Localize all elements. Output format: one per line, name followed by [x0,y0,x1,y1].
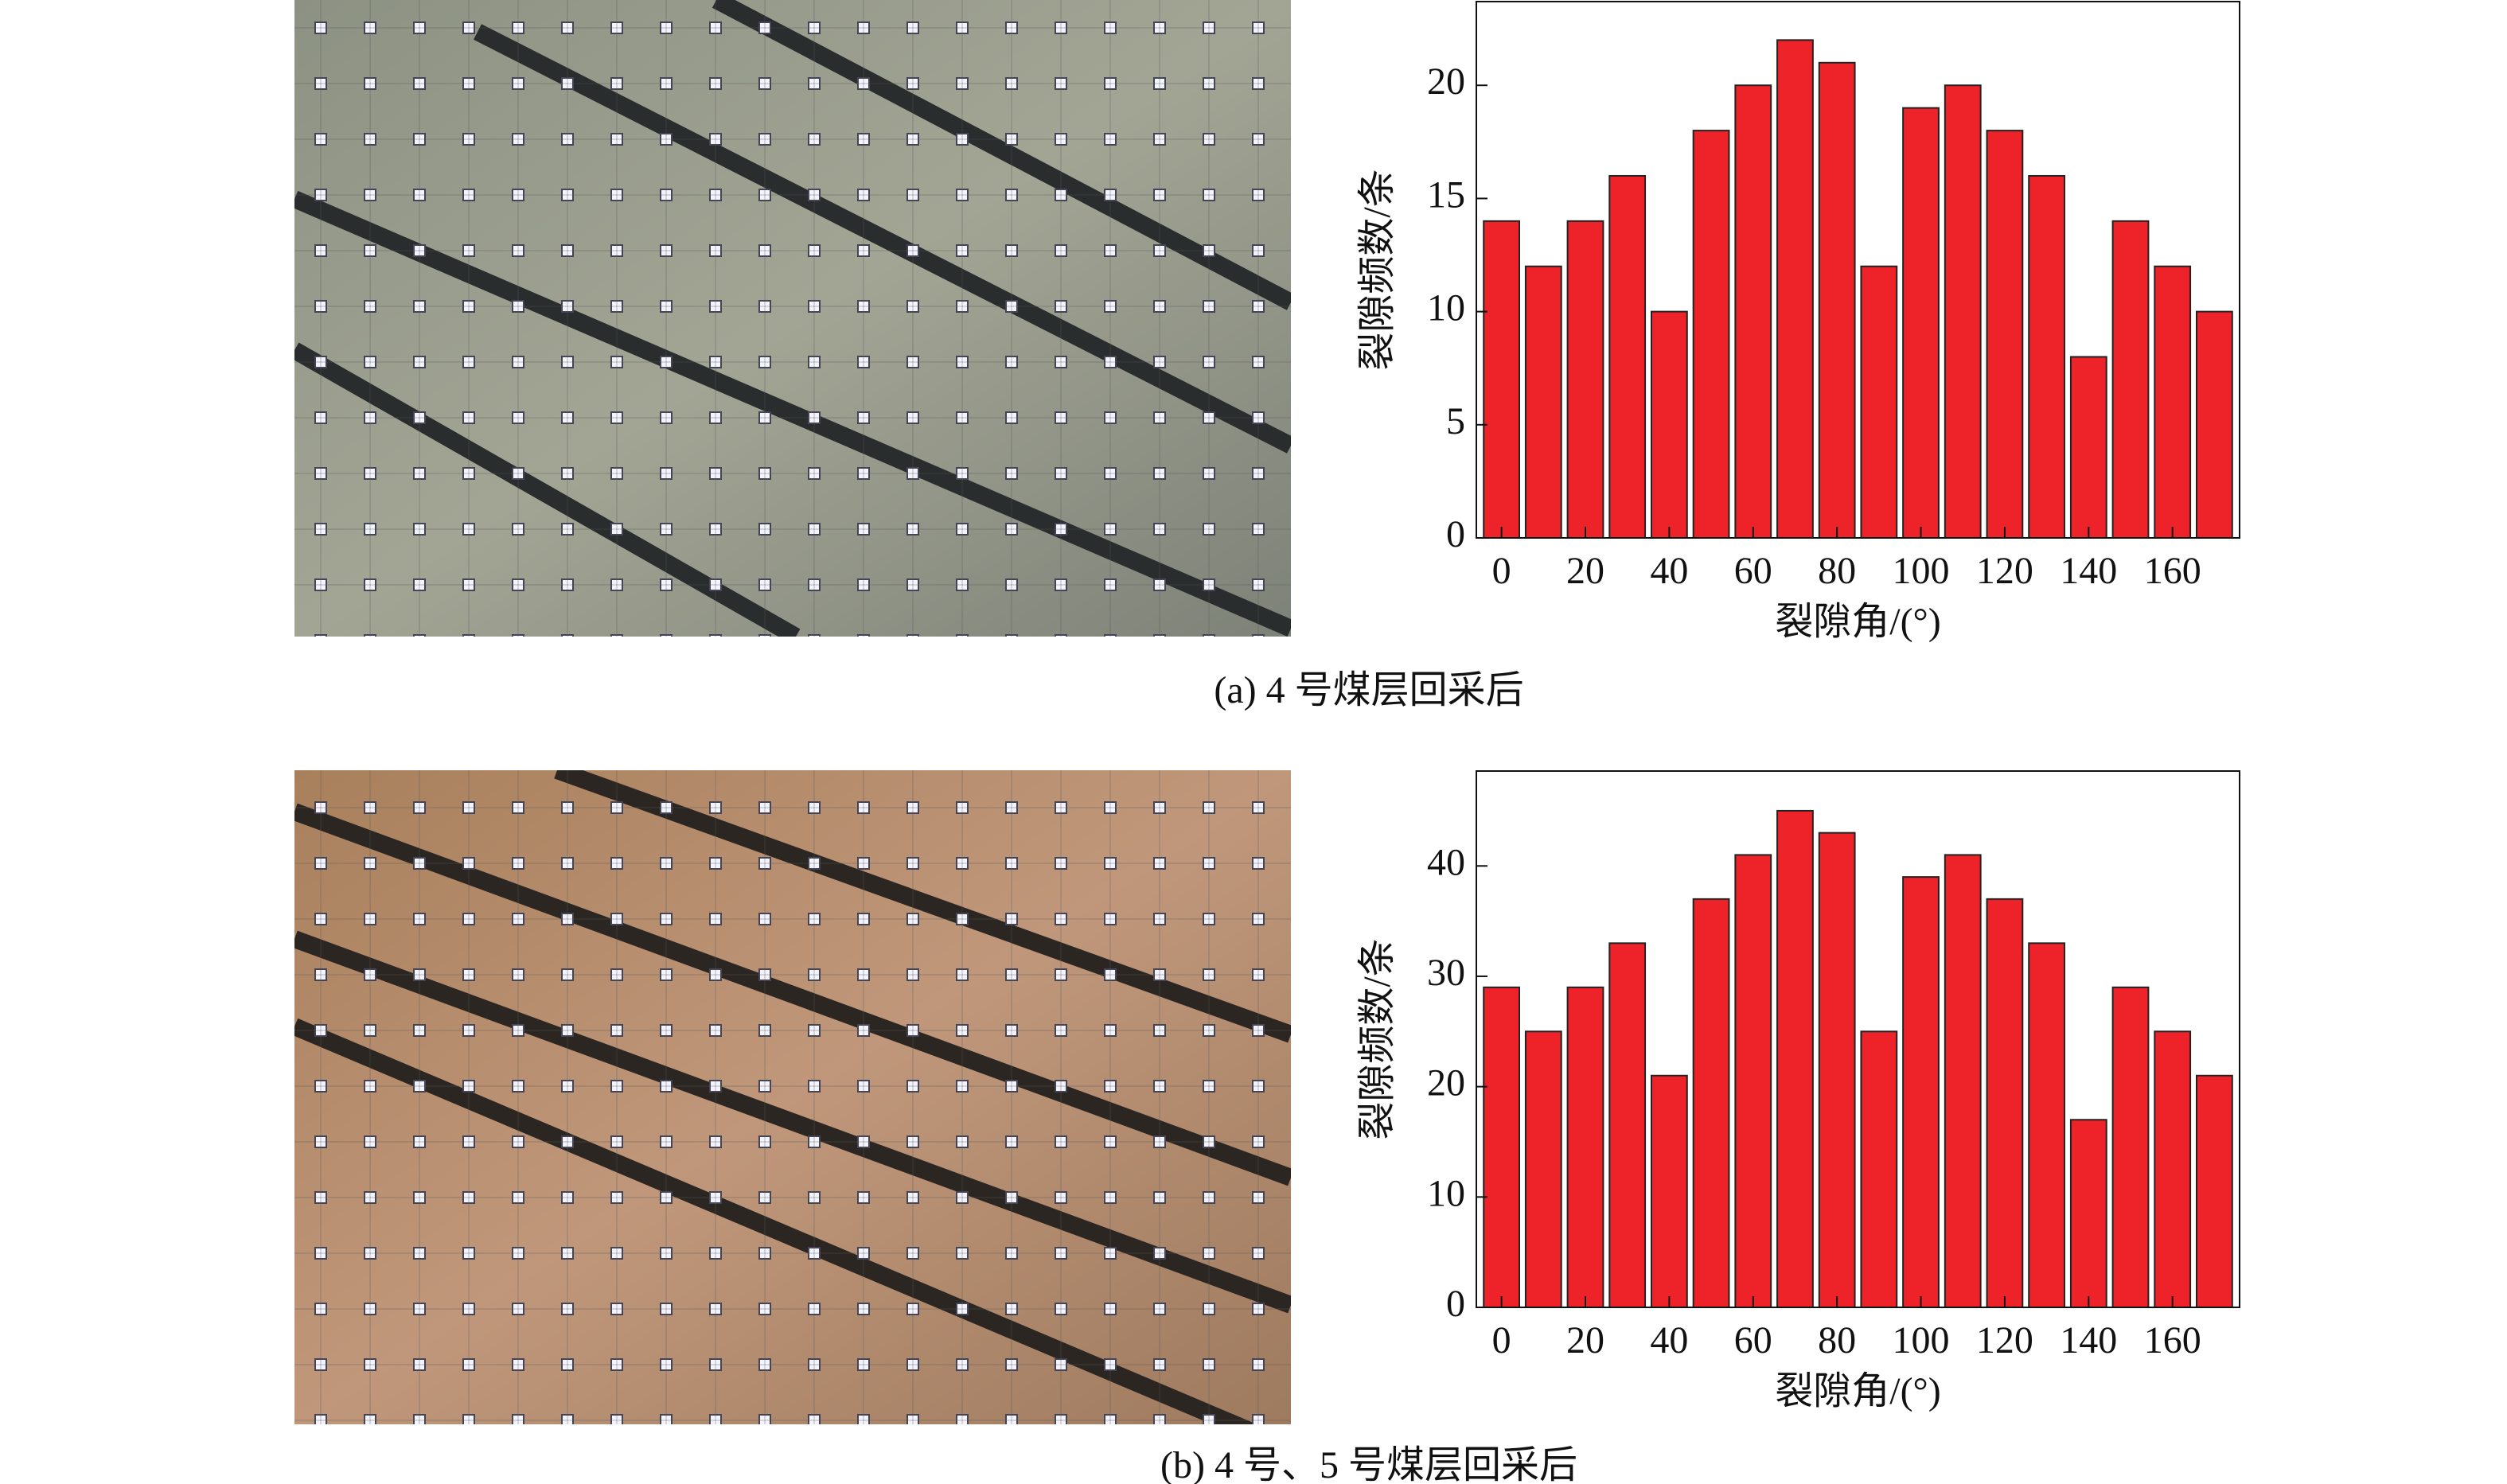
bar [1608,174,1647,539]
y-tick-label: 10 [1427,287,1465,329]
y-tick-label: 20 [1427,60,1465,103]
bar [1734,854,1772,1308]
bar [1860,1030,1898,1309]
photo [294,0,1291,637]
y-axis-label: 裂隙频数/条 [1356,169,1398,370]
y-axis-label: 裂隙频数/条 [1356,938,1398,1139]
x-tick-label: 140 [2060,1319,2117,1361]
y-tick-label: 0 [1446,513,1465,555]
bar [1860,265,1898,539]
x-axis-label: 裂隙角/(°) [1775,1370,1941,1412]
bar [1776,809,1814,1308]
bar [1692,898,1730,1308]
y-tick-label: 20 [1427,1062,1465,1104]
bar [2154,1030,2192,1309]
x-tick-label: 0 [1492,1319,1511,1361]
x-tick-label: 120 [1976,550,2033,592]
bar [1650,1074,1688,1308]
x-tick-label: 120 [1976,1319,2033,1361]
x-tick-label: 40 [1650,550,1688,592]
x-tick-label: 140 [2060,550,2117,592]
photo [294,770,1291,1424]
x-axis-label: 裂隙角/(°) [1775,601,1941,643]
x-tick-label: 80 [1818,550,1856,592]
bar [1944,84,1982,539]
bar [1566,220,1604,539]
bar [1944,854,1982,1308]
bar [1566,986,1604,1309]
caption: (a) 4 号煤层回采后 [1214,669,1523,711]
x-tick-label: 100 [1893,550,1950,592]
bar [2028,942,2066,1309]
bar [1776,39,1814,539]
y-tick-label: 5 [1446,400,1465,442]
x-tick-label: 20 [1566,1319,1604,1361]
bar [1650,310,1688,539]
bar [2069,356,2107,539]
bar [2111,220,2150,539]
x-tick-label: 80 [1818,1319,1856,1361]
bar [1986,130,2024,539]
bar [1986,898,2024,1308]
bar [2069,1119,2107,1308]
bar [1483,220,1521,539]
bar [1608,942,1647,1309]
y-tick-label: 15 [1427,173,1465,216]
x-tick-label: 160 [2144,1319,2201,1361]
bar [2028,174,2066,539]
plot-frame [1476,1,2240,539]
y-tick-label: 10 [1427,1172,1465,1214]
bar [1902,876,1940,1308]
x-tick-label: 0 [1492,550,1511,592]
bar [2111,986,2150,1309]
bar [1902,107,1940,539]
x-tick-label: 40 [1650,1319,1688,1361]
bar [2195,310,2233,539]
x-tick-label: 160 [2144,550,2201,592]
plot-frame [1476,770,2240,1308]
y-tick-label: 0 [1446,1283,1465,1325]
bar [1524,1030,1562,1309]
bar [2195,1074,2233,1308]
bar [1524,265,1562,539]
bar [1818,832,1856,1309]
bar [1483,986,1521,1309]
bar [1734,84,1772,539]
x-tick-label: 60 [1734,550,1772,592]
x-tick-label: 100 [1893,1319,1950,1361]
y-tick-label: 40 [1427,841,1465,883]
caption: (b) 4 号、5 号煤层回采后 [1160,1444,1577,1484]
y-tick-label: 30 [1427,952,1465,994]
bar [2154,265,2192,539]
bar [1692,130,1730,539]
x-tick-label: 60 [1734,1319,1772,1361]
bar [1818,61,1856,539]
x-tick-label: 20 [1566,550,1604,592]
